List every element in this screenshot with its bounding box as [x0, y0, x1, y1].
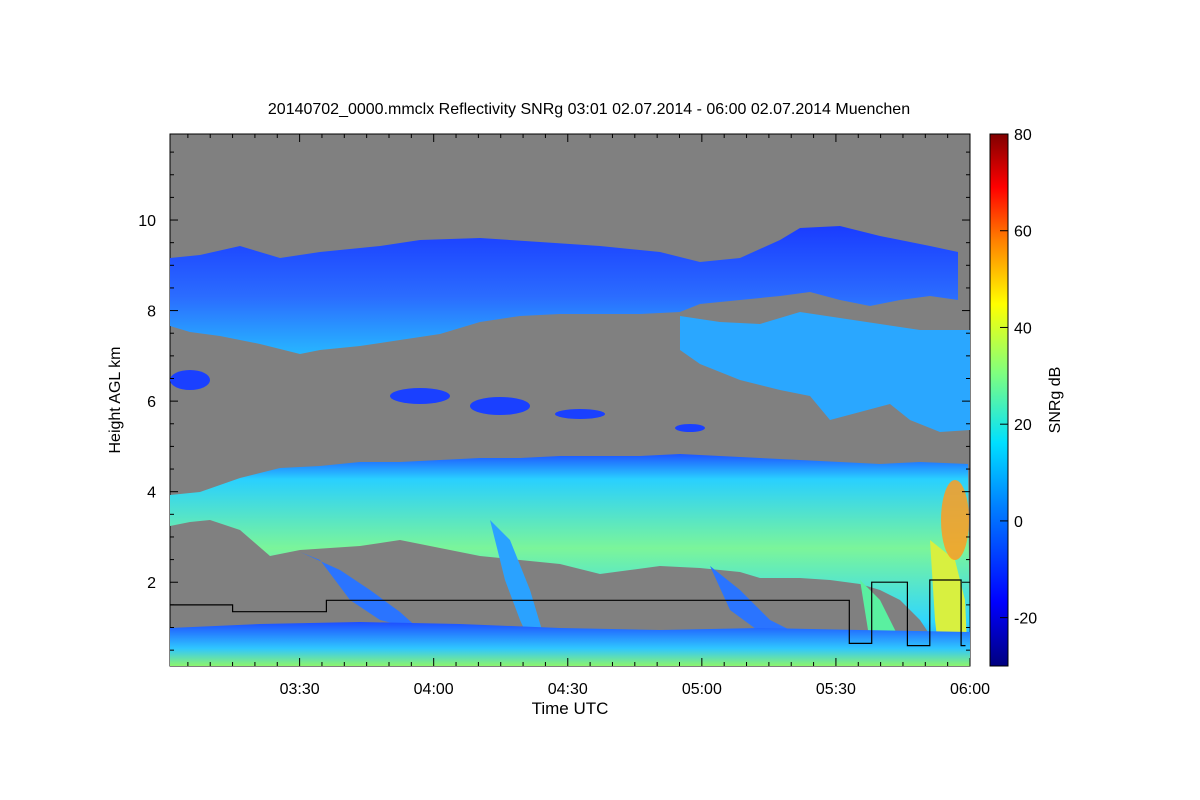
x-tick-label-4: 05:30 [816, 681, 856, 698]
chart-title: 20140702_0000.mmclx Reflectivity SNRg 03… [268, 101, 910, 118]
patch-5 [675, 424, 705, 432]
y-tick-label-4: 10 [138, 213, 156, 230]
patch-2 [390, 388, 450, 404]
colorbar-axis: -20 0 20 40 60 80 [1000, 127, 1037, 628]
x-axis-label: Time UTC [532, 699, 609, 718]
colorbar-label: SNRg dB [1047, 367, 1064, 434]
patch-4 [555, 409, 605, 419]
x-tick-label-0: 03:30 [280, 681, 320, 698]
overlay-line [170, 579, 966, 647]
y-tick-label-2: 6 [147, 394, 156, 411]
x-tick-label-5: 06:00 [950, 681, 990, 698]
y-tick-label-3: 8 [147, 304, 156, 321]
y-axis: 2 4 6 8 10 [138, 151, 970, 651]
cb-tick-label-1: 0 [1014, 514, 1023, 531]
upper-cirrus-band [170, 226, 958, 354]
x-tick-label-1: 04:00 [414, 681, 454, 698]
cb-tick-label-0: -20 [1014, 611, 1037, 628]
cb-tick-label-5: 80 [1014, 127, 1032, 144]
cb-tick-label-4: 60 [1014, 224, 1032, 241]
patch-1 [170, 370, 210, 390]
y-tick-label-1: 4 [147, 485, 156, 502]
x-tick-label-3: 05:00 [682, 681, 722, 698]
boundary-layer-band [170, 622, 970, 666]
strong-core [941, 480, 969, 560]
cb-tick-label-2: 20 [1014, 417, 1032, 434]
echo-layers [170, 226, 970, 666]
cb-tick-label-3: 40 [1014, 320, 1032, 337]
mid-cloud-band [170, 454, 970, 664]
y-tick-label-0: 2 [147, 575, 156, 592]
patch-3 [470, 397, 530, 415]
colorbar [989, 133, 1009, 667]
fall-streak-3 [710, 566, 790, 632]
x-tick-label-2: 04:30 [548, 681, 588, 698]
fall-streak-1 [300, 552, 420, 630]
x-axis: 03:30 04:00 04:30 05:00 05:30 06:00 [187, 134, 990, 698]
upper-cirrus-lower-lobe [680, 312, 970, 432]
y-axis-label: Height AGL km [107, 346, 124, 453]
